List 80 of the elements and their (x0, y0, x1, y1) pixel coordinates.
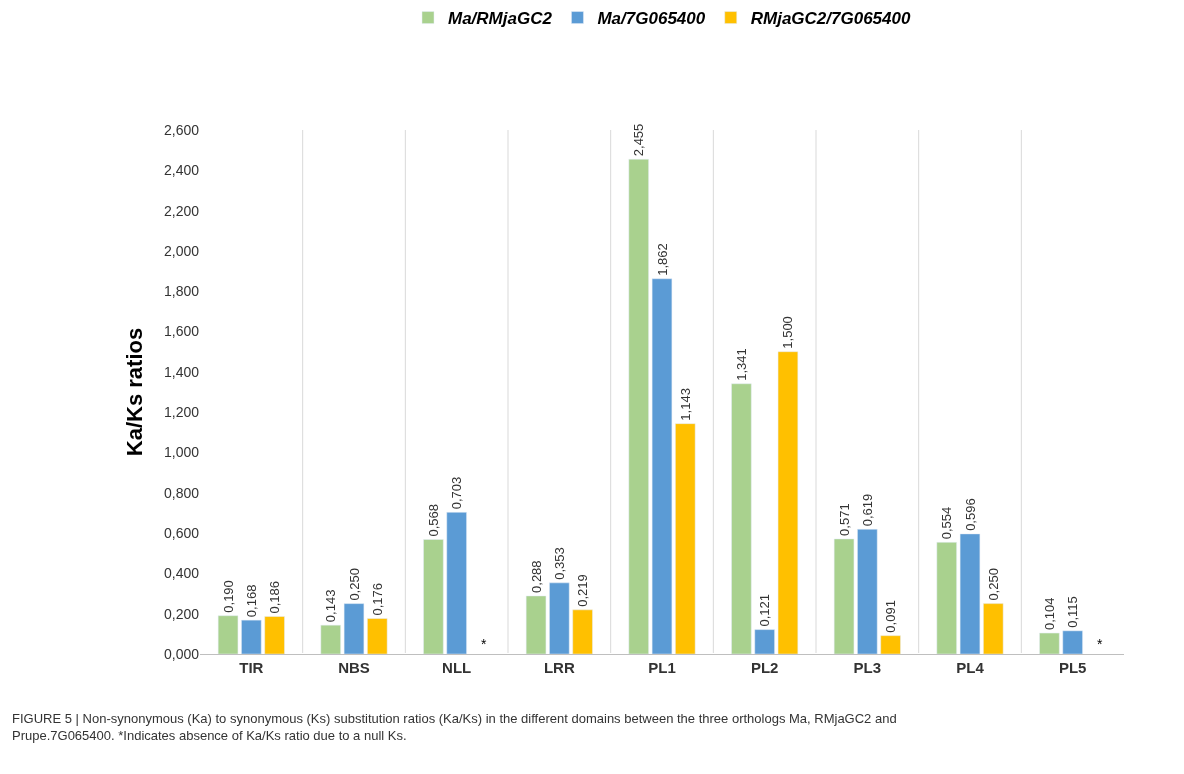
data-label: 0,190 (220, 580, 236, 613)
data-label: 0,288 (528, 560, 544, 593)
y-tick-label: 2,400 (163, 162, 200, 179)
data-label: 1,500 (780, 316, 796, 349)
bar (857, 529, 878, 654)
bar (423, 539, 444, 654)
data-label: 1,341 (733, 348, 749, 381)
bar (217, 615, 239, 654)
bar (1039, 632, 1060, 654)
data-label: 0,596 (962, 498, 978, 531)
data-label: 0,219 (575, 574, 591, 607)
data-label: 0,571 (836, 503, 852, 536)
data-label: 1,143 (677, 388, 693, 421)
data-label: 0,121 (757, 594, 773, 627)
legend-label: RMjaGC2/7G065400 (750, 9, 911, 29)
bar (731, 383, 752, 654)
data-label: 0,619 (859, 493, 875, 527)
x-tick-label: PL5 (1058, 659, 1087, 676)
bar (959, 533, 981, 654)
bar (675, 423, 696, 654)
y-tick-label: 1,400 (163, 363, 200, 380)
x-tick-label: PL4 (956, 659, 985, 676)
x-tick-label: LRR (543, 659, 575, 676)
x-tick-label: PL3 (853, 659, 882, 676)
x-tick-label: TIR (239, 659, 264, 676)
y-tick-label: 1,600 (163, 323, 200, 340)
caption: FIGURE 5 | Non-synonymous (Ka) to synonymous (Ks) substitution ratios (Ka/Ks) in the different domains between the three orthologs Ma, RMjaGC2 and Prupe.7G065400. *Indicates absence of Ka/Ks ratio due to a null Ks. (12, 711, 897, 743)
data-label: 2,455 (631, 123, 647, 157)
bar (343, 603, 365, 654)
y-tick-label: 0,800 (163, 484, 200, 501)
data-label: 0,143 (323, 589, 339, 623)
y-axis-title: Ka/Ks ratios (121, 327, 147, 457)
bar (936, 542, 957, 654)
data-label: 0,250 (346, 568, 362, 601)
data-label: 0,168 (243, 584, 259, 618)
bar (549, 582, 570, 654)
bar (628, 158, 649, 654)
data-label: 0,091 (883, 600, 899, 633)
bar (446, 512, 467, 654)
data-label: 1,862 (654, 243, 670, 276)
data-label: 0,250 (985, 568, 1001, 601)
y-tick-label: 0,200 (163, 605, 200, 622)
bar (651, 278, 673, 654)
bar (320, 624, 341, 654)
x-tick-label: NBS (338, 659, 370, 676)
bar (833, 538, 855, 654)
data-label: 0,554 (939, 506, 955, 540)
bar (367, 618, 388, 654)
y-tick-label: 1,800 (163, 283, 200, 300)
x-tick-label: PL1 (648, 659, 676, 676)
y-tick-label: 1,200 (163, 404, 200, 421)
x-tick-label: NLL (442, 659, 472, 676)
bar (880, 635, 901, 654)
data-label: 0,568 (425, 503, 441, 537)
annotation: * (1097, 636, 1103, 652)
bar (777, 351, 799, 654)
data-label: 0,104 (1041, 597, 1057, 631)
legend-label: Ma/RMjaGC2 (448, 9, 553, 29)
bar (264, 616, 285, 654)
y-tick-label: 0,400 (163, 565, 200, 582)
data-label: 0,186 (267, 580, 283, 614)
y-tick-label: 0,600 (163, 524, 200, 541)
y-tick-label: 2,000 (163, 242, 200, 259)
bar (1062, 630, 1083, 654)
bar (572, 609, 593, 654)
x-tick-label: PL2 (750, 659, 779, 676)
y-tick-label: 2,200 (163, 202, 200, 219)
annotation: * (481, 636, 487, 652)
data-label: 0,115 (1065, 596, 1081, 628)
bar (241, 619, 262, 654)
data-label: 0,703 (449, 476, 465, 510)
y-tick-label: 2,600 (163, 121, 200, 138)
bar (983, 603, 1004, 654)
bar (754, 629, 775, 654)
y-tick-label: 0,000 (163, 645, 200, 662)
legend-label: Ma/7G065400 (597, 9, 706, 29)
data-label: 0,353 (551, 547, 567, 580)
bar (525, 595, 547, 654)
y-tick-label: 1,000 (163, 444, 200, 461)
data-label: 0,176 (369, 582, 385, 616)
